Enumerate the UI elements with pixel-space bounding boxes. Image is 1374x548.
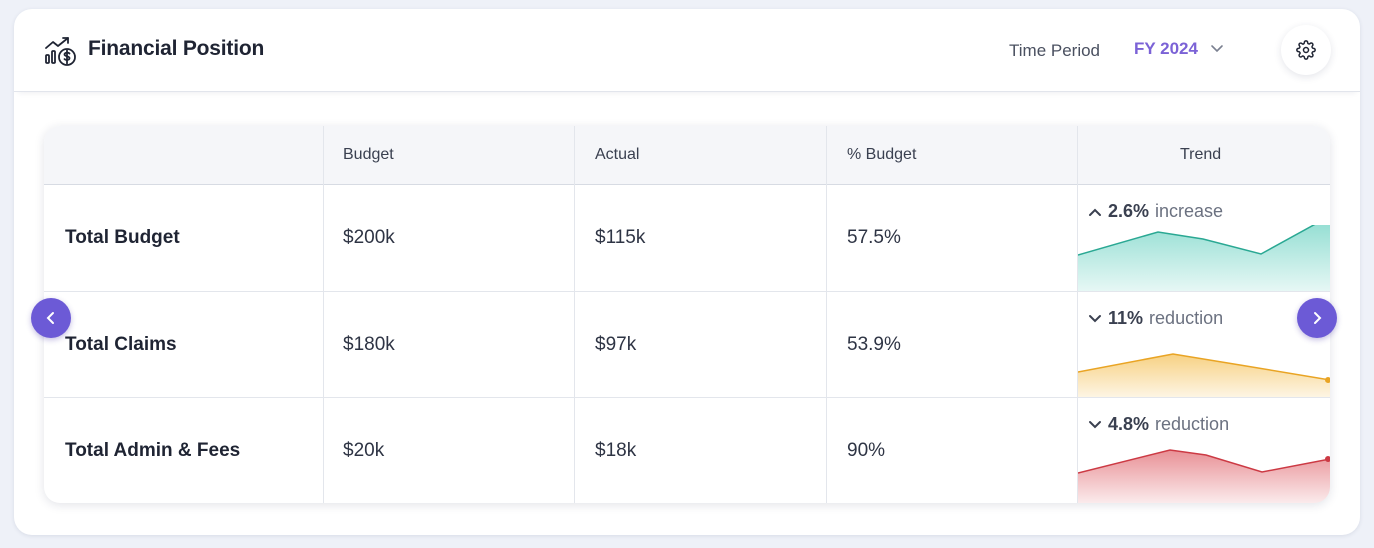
column-divider xyxy=(826,126,827,503)
finance-chart-icon xyxy=(44,35,78,67)
next-button[interactable] xyxy=(1297,298,1337,338)
settings-button[interactable] xyxy=(1281,25,1331,75)
table-header: Budget Actual % Budget Trend xyxy=(44,126,1330,185)
column-header-pct-budget: % Budget xyxy=(847,146,917,163)
card-header: Financial Position Time Period FY 2024 xyxy=(14,9,1360,92)
chevron-right-icon xyxy=(1314,312,1322,324)
table-row: Total Admin & Fees $20k $18k 90% 4.8% re… xyxy=(44,397,1330,503)
pct-budget-cell: 57.5% xyxy=(847,227,901,248)
row-label: Total Budget xyxy=(65,227,180,248)
chevron-down-icon xyxy=(1089,314,1101,322)
gear-icon xyxy=(1296,40,1316,60)
column-header-trend: Trend xyxy=(1180,146,1222,163)
financial-table: Budget Actual % Budget Trend Total Budge… xyxy=(44,126,1330,503)
row-label: Total Admin & Fees xyxy=(65,440,241,461)
row-label: Total Claims xyxy=(65,334,177,355)
table-row: Total Claims $180k $97k 53.9% 11% reduct… xyxy=(44,291,1330,398)
column-divider xyxy=(1077,126,1078,503)
column-header-budget: Budget xyxy=(343,146,394,163)
column-divider xyxy=(574,126,575,503)
time-period-label: Time Period xyxy=(1009,41,1101,60)
pct-budget-cell: 53.9% xyxy=(847,334,901,355)
trend-sparkline xyxy=(1078,225,1330,291)
column-header-actual: Actual xyxy=(595,146,640,163)
actual-cell: $97k xyxy=(595,334,637,355)
trend-word: reduction xyxy=(1155,414,1230,434)
column-divider xyxy=(323,126,324,503)
trend-sparkline xyxy=(1078,449,1330,503)
pct-budget-cell: 90% xyxy=(847,440,886,461)
trend-sparkline xyxy=(1078,353,1330,398)
chevron-down-icon xyxy=(1211,45,1223,53)
trend-word: reduction xyxy=(1149,308,1224,328)
chevron-down-icon xyxy=(1089,420,1101,428)
budget-cell: $200k xyxy=(343,227,395,248)
time-period-value: FY 2024 xyxy=(1134,39,1198,58)
actual-cell: $115k xyxy=(595,227,646,248)
trend-summary: 4.8% reduction xyxy=(1088,414,1229,435)
page-title: Financial Position xyxy=(88,37,265,60)
previous-button[interactable] xyxy=(31,298,71,338)
trend-percent: 2.6% xyxy=(1108,201,1150,221)
financial-position-card: Financial Position Time Period FY 2024 B… xyxy=(14,9,1360,535)
budget-cell: $20k xyxy=(343,440,385,461)
trend-summary: 2.6% increase xyxy=(1088,201,1223,222)
table-row: Total Budget $200k $115k 57.5% 2.6% incr… xyxy=(44,185,1330,291)
trend-percent: 4.8% xyxy=(1108,414,1150,434)
time-period-dropdown[interactable]: FY 2024 xyxy=(1134,39,1226,59)
trend-percent: 11% xyxy=(1108,308,1144,328)
chevron-up-icon xyxy=(1089,208,1101,216)
budget-cell: $180k xyxy=(343,334,395,355)
trend-word: increase xyxy=(1155,201,1224,221)
chevron-left-icon xyxy=(46,312,54,324)
actual-cell: $18k xyxy=(595,440,637,461)
trend-summary: 11% reduction xyxy=(1088,308,1223,329)
